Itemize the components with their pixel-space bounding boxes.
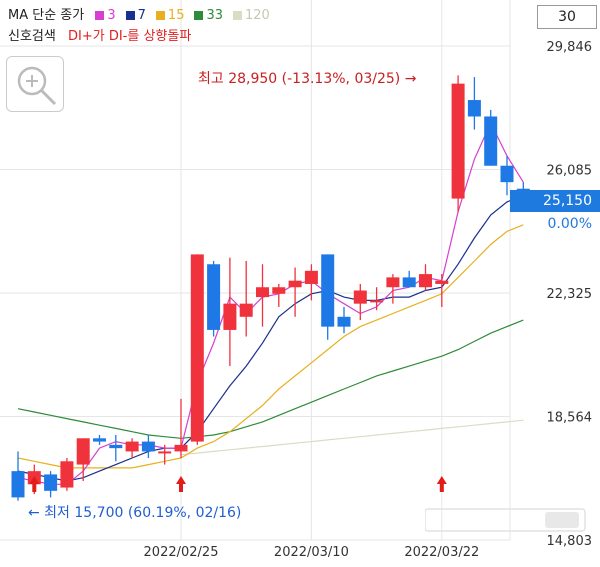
legend-label: 3 (107, 8, 115, 23)
candle-body (452, 84, 465, 199)
y-tick-label: 18,564 (547, 410, 593, 425)
signal-label: 신호검색 (8, 29, 56, 44)
candle-body (305, 271, 318, 284)
legend-title: MA 단순 종가 (8, 8, 84, 23)
candle-body (126, 442, 139, 452)
x-tick-label: 2022/03/22 (404, 545, 479, 560)
candle-body (256, 287, 269, 297)
candle-body (207, 264, 220, 330)
y-tick-label: 26,085 (547, 164, 593, 179)
candle-body (109, 445, 122, 448)
low-price-annotation: ← 최저 15,700 (60.19%, 02/16) (28, 502, 241, 522)
y-tick-label: 29,846 (547, 40, 593, 55)
candle-body (158, 451, 171, 453)
ma-line-15 (18, 225, 523, 468)
legend-label: 7 (138, 8, 146, 23)
signal-text: DI+가 DI-를 상향돌파 (68, 29, 191, 44)
candle-body (354, 291, 367, 304)
legend-swatch (233, 11, 242, 20)
y-tick-label: 22,325 (547, 287, 593, 302)
legend-label: 120 (245, 8, 270, 23)
current-price-tag: 25,150 (510, 190, 600, 212)
candle-body (338, 317, 351, 327)
legend-item-ma33: 33 (190, 8, 226, 23)
signal-search[interactable]: 신호검색 DI+가 DI-를 상향돌파 (8, 25, 191, 44)
legend-item-ma15: 15 (152, 8, 188, 23)
candle-body (501, 166, 514, 182)
candle-body (272, 287, 285, 294)
ma-line-7 (18, 195, 523, 481)
legend-swatch (156, 11, 165, 20)
x-tick-label: 2022/02/25 (144, 545, 219, 560)
ma-legend: MA 단순 종가 3 7 15 33 120 (8, 4, 279, 23)
high-price-annotation: 최고 28,950 (-13.13%, 03/25) → (198, 68, 416, 88)
candle-body (142, 442, 155, 452)
candle-body (386, 277, 399, 287)
legend-swatch (194, 11, 203, 20)
legend-label: 15 (168, 8, 185, 23)
legend-swatch (95, 11, 104, 20)
buy-signal-arrow (176, 476, 186, 492)
watermark-logo (425, 505, 595, 540)
candle-body (223, 304, 236, 330)
candle-body (175, 445, 188, 452)
candle-body (484, 116, 497, 165)
zoom-in-button[interactable] (6, 56, 64, 112)
candle-body (370, 300, 383, 302)
ma-line-3 (18, 123, 523, 484)
buy-signal-arrow (437, 476, 447, 492)
price-change-label: 0.00% (510, 216, 600, 232)
legend-label: 33 (206, 8, 223, 23)
legend-item-ma7: 7 (122, 8, 149, 23)
watermark-logo-graphic (425, 505, 595, 535)
candle-body (191, 254, 204, 441)
candle-body (77, 438, 90, 464)
legend-item-ma3: 3 (91, 8, 118, 23)
period-selector[interactable]: 30 (537, 5, 597, 29)
legend-swatch (126, 11, 135, 20)
ma-line-33 (18, 320, 523, 438)
zoom-in-icon (7, 57, 63, 111)
legend-item-ma120: 120 (229, 8, 273, 23)
candle-body (403, 277, 416, 287)
candle-body (435, 281, 448, 284)
candle-body (240, 304, 253, 317)
candle-body (12, 471, 25, 497)
x-tick-label: 2022/03/10 (274, 545, 349, 560)
candle-body (321, 254, 334, 326)
ma-line-120 (181, 420, 523, 455)
candle-body (419, 274, 432, 287)
candle-body (468, 100, 481, 116)
candle-body (93, 438, 106, 441)
candle-body (60, 461, 73, 487)
candle-body (289, 281, 302, 288)
candle-body (44, 474, 57, 490)
